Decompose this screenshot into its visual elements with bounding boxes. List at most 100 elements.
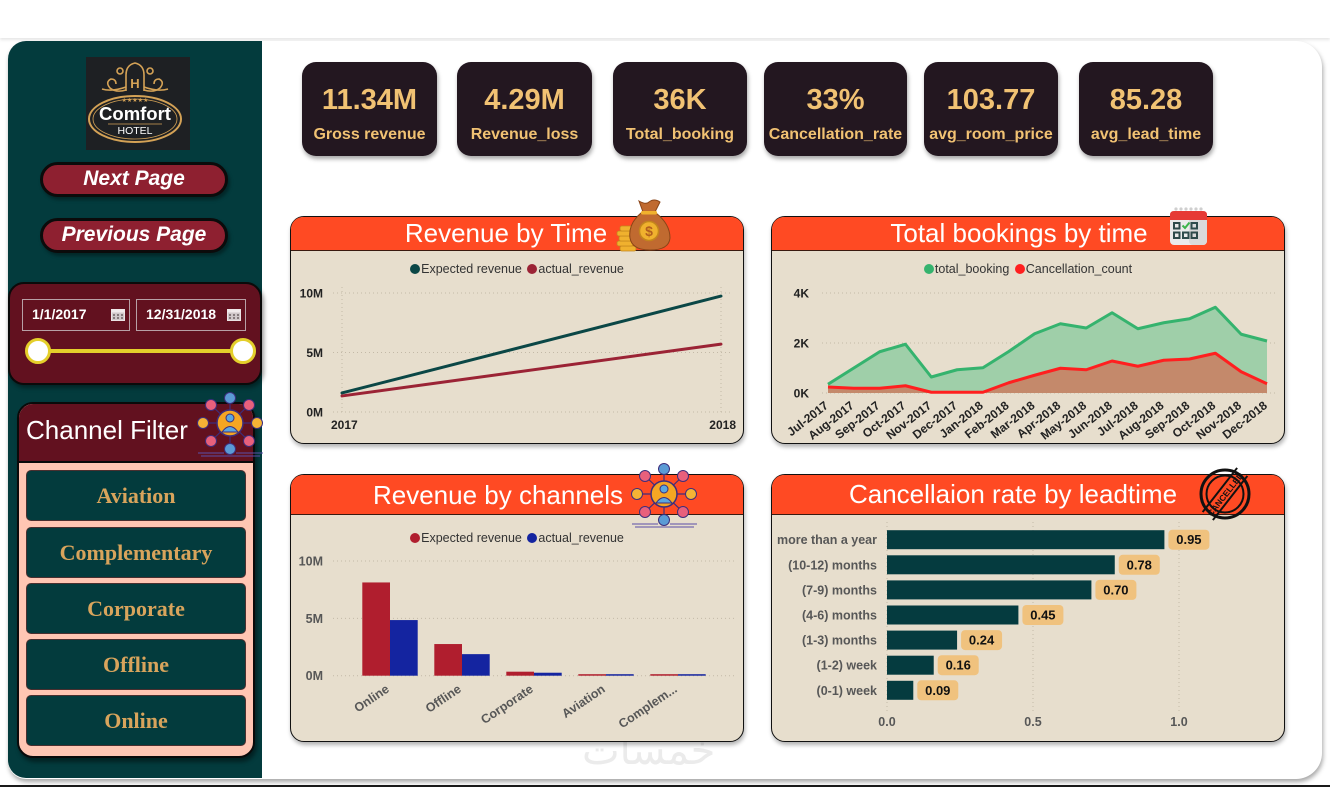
y-category-label: more than a year bbox=[777, 533, 877, 547]
date-range-slicer bbox=[8, 282, 262, 385]
revenue-by-channels-chart: 0M 5M 10M Online Offline Corporate Aviation Com… bbox=[299, 555, 736, 731]
end-date-value: 12/31/2018 bbox=[146, 306, 217, 322]
channel-filter-item-aviation[interactable]: Aviation bbox=[26, 470, 246, 521]
line-actual-revenue bbox=[340, 342, 723, 398]
kpi-label: Gross revenue bbox=[313, 126, 426, 143]
bar-expected-revenue bbox=[650, 674, 678, 676]
legend-dot bbox=[410, 533, 421, 543]
date-slider-track[interactable] bbox=[38, 349, 243, 353]
bar-actual-revenue bbox=[534, 672, 562, 676]
legend-label: actual_revenue bbox=[538, 262, 624, 276]
data-label-background bbox=[1168, 529, 1210, 550]
legend-label: Expected revenue bbox=[421, 531, 522, 545]
legend-label: total_booking bbox=[934, 262, 1010, 276]
kpi-label: Revenue_loss bbox=[470, 126, 579, 143]
stamp-text: CANCELLED bbox=[1205, 471, 1245, 518]
logo-emblem-letter: H bbox=[130, 76, 139, 91]
kpi-value: 103.77 bbox=[946, 84, 1036, 116]
channel-filter-item-corporate[interactable]: Corporate bbox=[26, 583, 246, 634]
legend-label: Cancellation_count bbox=[1025, 262, 1133, 276]
data-label: 0.09 bbox=[925, 683, 950, 698]
logo-brand: Comfort bbox=[99, 103, 171, 124]
bar-expected-revenue bbox=[506, 671, 534, 676]
kpi-label: Total_booking bbox=[625, 126, 735, 143]
kpi-card-gross-revenue: 11.34M Gross revenue bbox=[302, 62, 437, 156]
start-date-input[interactable]: 1/1/2017 bbox=[22, 299, 130, 331]
kpi-label: avg_lead_time bbox=[1090, 126, 1202, 143]
legend-dot bbox=[527, 533, 538, 543]
channel-filter-title: Channel Filter bbox=[26, 415, 188, 445]
legend-dot bbox=[923, 264, 934, 274]
chart-legend: Expected revenue actual_revenue bbox=[291, 261, 743, 277]
y-category-label: (4-6) months bbox=[802, 609, 877, 623]
bar bbox=[887, 530, 1165, 550]
logo-oval-inner bbox=[92, 98, 178, 140]
y-tick-label: 5M bbox=[306, 612, 323, 626]
social-network-icon bbox=[631, 463, 697, 528]
y-tick-label: 0M bbox=[306, 669, 323, 683]
kpi-label: Cancellation_rate bbox=[768, 126, 903, 143]
calendar-check-icon bbox=[1170, 207, 1207, 245]
legend-item[interactable]: actual_revenue bbox=[527, 262, 624, 276]
end-date-input[interactable]: 12/31/2018 bbox=[136, 299, 246, 331]
kpi-card-avg-lead-time: 85.28 avg_lead_time bbox=[1079, 62, 1213, 156]
calendar-icon[interactable] bbox=[111, 308, 125, 321]
chart-legend: total_booking Cancellation_count bbox=[772, 261, 1284, 277]
y-tick-label: 10M bbox=[300, 287, 323, 301]
legend-item[interactable]: total_booking bbox=[923, 262, 1010, 276]
y-tick-label: 0K bbox=[794, 387, 810, 401]
data-label-background bbox=[937, 655, 979, 676]
panel-title: Revenue by channels bbox=[372, 480, 624, 510]
kpi-value: 4.29M bbox=[484, 84, 565, 116]
legend-item[interactable]: Cancellation_count bbox=[1014, 262, 1133, 276]
kpi-card-total-booking: 36K Total_booking bbox=[613, 62, 747, 156]
channel-filter-item-offline[interactable]: Offline bbox=[26, 639, 246, 690]
line-total-booking bbox=[827, 305, 1268, 386]
kpi-value: 36K bbox=[653, 84, 707, 116]
data-label: 0.95 bbox=[1176, 532, 1201, 547]
data-label: 0.16 bbox=[946, 658, 971, 673]
cancellation-rate-chart: 0.0 0.5 1.0 more than a year 0.95 (10-12) mon… bbox=[777, 522, 1210, 729]
legend-item[interactable]: Expected revenue bbox=[410, 531, 522, 545]
y-tick-label: 10M bbox=[299, 555, 323, 569]
bar-actual-revenue bbox=[462, 654, 490, 676]
next-page-button[interactable]: Next Page bbox=[40, 162, 228, 197]
data-label-background bbox=[1118, 554, 1160, 575]
x-tick-label: 2018 bbox=[709, 418, 736, 432]
bar-expected-revenue bbox=[362, 582, 390, 676]
line-expected-revenue bbox=[340, 294, 723, 395]
data-label: 0.78 bbox=[1127, 557, 1152, 572]
date-slider-start-handle[interactable] bbox=[25, 338, 51, 364]
data-label: 0.70 bbox=[1103, 582, 1128, 597]
legend-dot bbox=[527, 264, 538, 274]
kpi-value: 33% bbox=[806, 84, 865, 116]
total-bookings-by-time-panel: Total bookings by time total_booking Can… bbox=[771, 207, 1285, 444]
kpi-card-revenue-loss: 4.29M Revenue_loss bbox=[457, 62, 592, 156]
previous-page-button[interactable]: Previous Page bbox=[40, 218, 228, 253]
channel-filter-item-online[interactable]: Online bbox=[26, 695, 246, 746]
bar bbox=[887, 605, 1019, 625]
bar-expected-revenue bbox=[434, 644, 462, 676]
date-slider-end-handle[interactable] bbox=[230, 338, 256, 364]
calendar-icon[interactable] bbox=[227, 308, 241, 321]
x-tick-label: 1.0 bbox=[1170, 715, 1187, 729]
legend-item[interactable]: actual_revenue bbox=[527, 531, 624, 545]
legend-item[interactable]: Expected revenue bbox=[410, 262, 522, 276]
y-tick-label: 4K bbox=[794, 287, 810, 301]
logo-oval bbox=[88, 95, 182, 143]
channel-filter-item-complementary[interactable]: Complementary bbox=[26, 527, 246, 578]
bar bbox=[887, 680, 914, 700]
channel-filter-panel: Channel Filter Aviation Complementary Co… bbox=[17, 402, 255, 758]
bar-actual-revenue bbox=[390, 620, 418, 676]
legend-dot bbox=[410, 264, 421, 274]
panel-title: Total bookings by time bbox=[890, 218, 1148, 248]
data-label: 0.45 bbox=[1030, 608, 1055, 623]
x-tick-label: Corporate bbox=[478, 682, 535, 727]
revenue-by-channels-panel: Revenue by channels Expected revenue act… bbox=[290, 463, 744, 742]
revenue-by-time-panel: Revenue by Time Expected revenue actual_… bbox=[290, 199, 744, 444]
y-category-label: (7-9) months bbox=[802, 583, 877, 597]
data-label-background bbox=[961, 630, 1003, 651]
logo-stars: ★★★★★ bbox=[122, 97, 149, 104]
legend-dot bbox=[1014, 264, 1025, 274]
total-bookings-chart: 0K2K4KJul-2017Aug-2017Sep-2017Oct-2017No… bbox=[784, 287, 1277, 443]
